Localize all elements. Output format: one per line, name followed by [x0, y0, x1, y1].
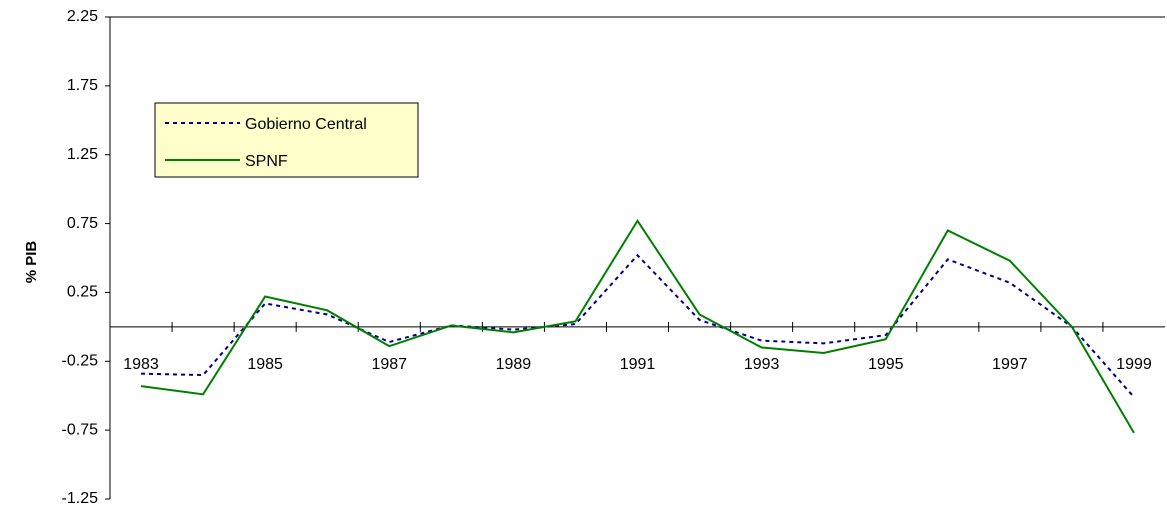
legend-label: Gobierno Central: [245, 116, 367, 133]
x-tick-label: 1993: [744, 356, 780, 373]
x-tick-label: 1985: [247, 356, 283, 373]
x-tick-label: 1991: [620, 356, 656, 373]
x-tick-label: 1999: [1116, 356, 1152, 373]
x-tick-label: 1997: [992, 356, 1028, 373]
x-tick-label: 1987: [371, 356, 407, 373]
y-tick-label: 2.25: [67, 8, 98, 25]
x-tick-label: 1995: [868, 356, 904, 373]
y-tick-label: -0.75: [62, 421, 99, 438]
y-tick-label: 0.75: [67, 215, 98, 232]
y-axis-label: % PIB: [23, 241, 40, 284]
series-line: [141, 253, 1135, 398]
legend-label: SPNF: [245, 153, 288, 170]
y-tick-label: 0.25: [67, 284, 98, 301]
series-line: [140, 218, 1135, 434]
y-tick-label: -0.25: [62, 353, 99, 370]
x-tick-label: 1989: [496, 356, 532, 373]
y-tick-label: 1.75: [67, 77, 98, 94]
y-tick-label: -1.25: [62, 490, 99, 507]
legend-box: [154, 102, 419, 178]
y-tick-label: 1.25: [67, 146, 98, 163]
x-tick-label: 1983: [123, 356, 159, 373]
